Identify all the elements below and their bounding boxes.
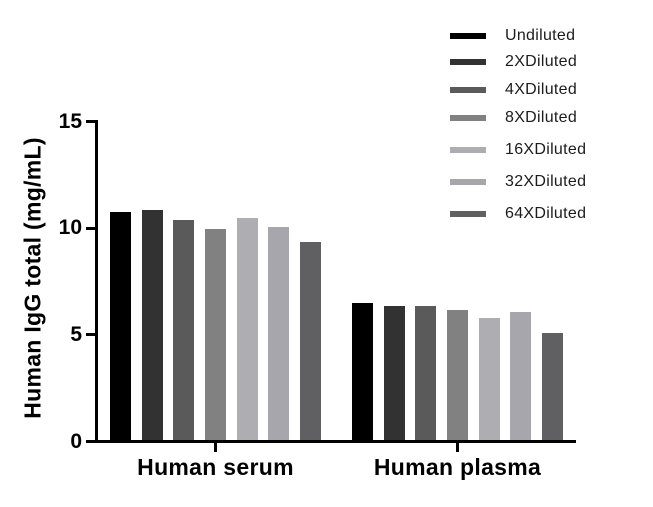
y-tick-10 <box>86 226 95 230</box>
bar-human-plasma-8xdiluted <box>447 309 468 440</box>
legend-label-64xdiluted: 64XDiluted <box>505 205 587 222</box>
legend-swatch-64xdiluted <box>450 211 486 217</box>
legend-swatch-4xdiluted <box>450 87 486 93</box>
bar-human-serum-8xdiluted <box>205 228 226 440</box>
y-tick-label-10: 10 <box>58 216 82 240</box>
x-category-label-human-plasma: Human plasma <box>373 454 542 480</box>
x-tick-human-plasma <box>456 443 459 452</box>
bar-human-plasma-32xdiluted <box>510 312 532 440</box>
bar-human-serum-64xdiluted <box>300 241 322 440</box>
bar-human-serum-32xdiluted <box>268 226 290 440</box>
x-category-label-human-serum: Human serum <box>137 454 294 480</box>
bar-human-plasma-64xdiluted <box>542 333 564 440</box>
x-tick-human-serum <box>214 443 217 452</box>
legend-label-4xdiluted: 4XDiluted <box>505 81 578 98</box>
bar-human-plasma-4xdiluted <box>415 305 437 440</box>
legend-label-2xdiluted: 2XDiluted <box>505 53 578 70</box>
bar-human-serum-undiluted <box>110 211 131 440</box>
y-axis-line <box>95 120 98 443</box>
bar-human-plasma-16xdiluted <box>478 318 500 440</box>
legend-label-undiluted: Undiluted <box>505 27 576 44</box>
legend-label-32xdiluted: 32XDiluted <box>505 173 587 190</box>
legend-swatch-32xdiluted <box>450 179 486 185</box>
legend-swatch-undiluted <box>450 33 486 39</box>
y-tick-0 <box>86 440 95 443</box>
bar-human-serum-2xdiluted <box>141 209 163 440</box>
legend-label-8xdiluted: 8XDiluted <box>505 109 578 126</box>
y-tick-label-15: 15 <box>58 109 82 133</box>
bar-human-plasma-undiluted <box>352 303 373 440</box>
bar-human-serum-4xdiluted <box>173 220 195 440</box>
bar-human-serum-16xdiluted <box>236 218 258 440</box>
y-tick-label-0: 0 <box>70 429 82 453</box>
legend-swatch-16xdiluted <box>450 147 486 153</box>
y-tick-label-5: 5 <box>70 322 82 346</box>
legend-swatch-2xdiluted <box>450 59 486 65</box>
bar-human-plasma-2xdiluted <box>383 305 405 440</box>
x-axis-line <box>95 440 576 443</box>
legend-swatch-8xdiluted <box>450 115 486 121</box>
y-tick-15 <box>86 120 95 123</box>
y-tick-5 <box>86 333 95 337</box>
legend-label-16xdiluted: 16XDiluted <box>505 141 587 158</box>
